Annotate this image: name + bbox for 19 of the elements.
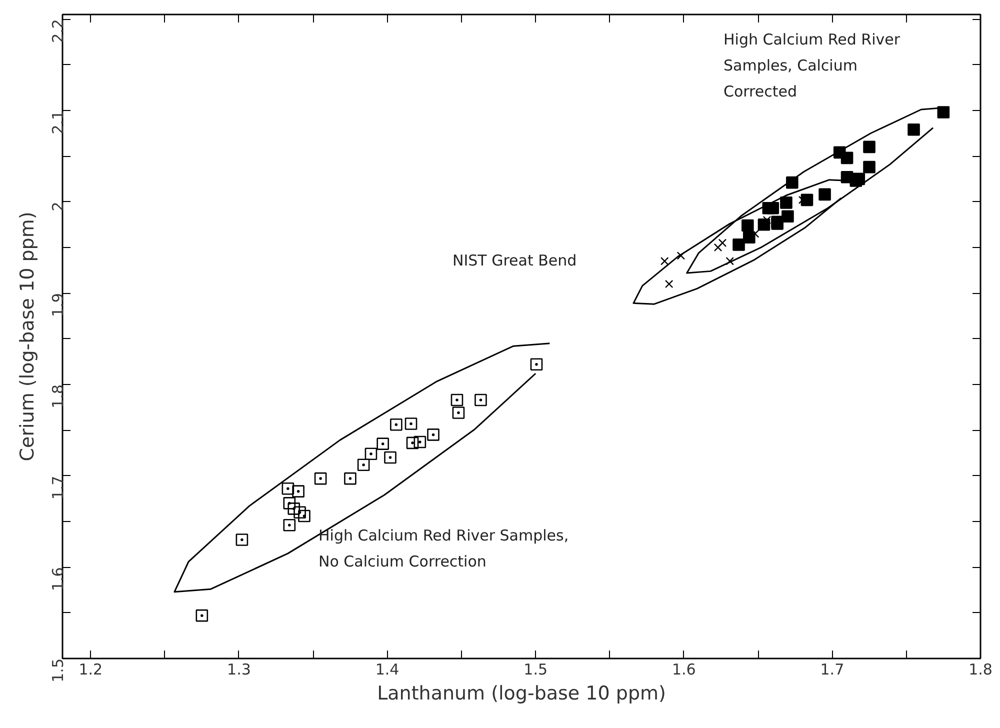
x-tick-label: 1.3 xyxy=(227,660,251,678)
y-tick-label: 2.1 xyxy=(49,110,67,134)
y-axis-title: Cerium (log-base 10 ppm) xyxy=(16,212,38,462)
x-tick-label: 1.7 xyxy=(820,660,844,678)
x-tick-label: 1.8 xyxy=(968,660,992,678)
x-tick-label: 1.4 xyxy=(375,660,400,678)
y-tick-label: 2 xyxy=(49,202,67,212)
annotation: High Calcium Red River Samples, No Calcium Correction xyxy=(318,526,569,571)
x-axis-title: Lanthanum (log-base 10 ppm) xyxy=(377,682,666,704)
annotation: High Calcium Red River Samples, Calcium Corrected xyxy=(724,30,901,101)
x-tick-label: 1.2 xyxy=(78,660,103,678)
y-tick-label: 2.2 xyxy=(49,19,67,43)
annotation: NIST Great Bend xyxy=(452,252,577,270)
x-tick-label: 1.6 xyxy=(672,660,696,678)
y-tick-label: 1.9 xyxy=(49,293,67,317)
y-tick-label: 1.7 xyxy=(49,476,67,500)
y-tick-label: 1.6 xyxy=(49,567,67,592)
y-tick-label: 1.8 xyxy=(49,384,67,408)
x-tick-label: 1.5 xyxy=(524,660,548,678)
